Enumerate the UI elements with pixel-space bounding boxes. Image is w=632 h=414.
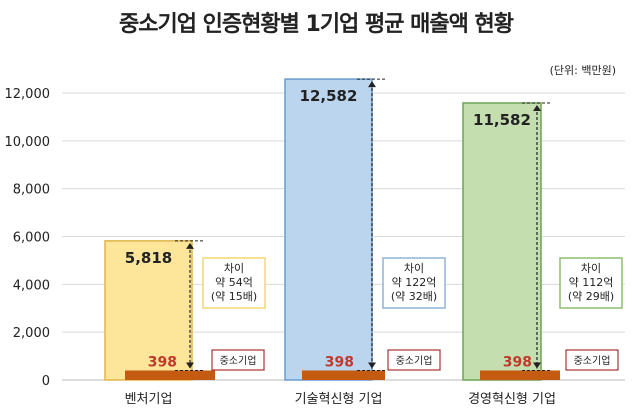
callout-text: (약 29배)	[568, 289, 614, 303]
callout-text: 차이	[224, 262, 244, 275]
y-tick-label: 10,000	[5, 135, 51, 150]
y-tick-label: 4,000	[13, 278, 50, 293]
chart-title: 중소기업 인증현황별 1기업 평균 매출액 현황	[119, 12, 514, 37]
unit-label: (단위: 백만원)	[549, 64, 616, 77]
callout-text: 약 122억	[392, 275, 437, 289]
bar-value-label: 5,818	[125, 249, 172, 267]
small-bar	[480, 370, 560, 380]
y-tick-label: 6,000	[13, 231, 50, 246]
callout-box	[559, 257, 623, 309]
small-bar	[302, 370, 385, 380]
tag-box	[565, 349, 619, 371]
callout-text: (약 15배)	[211, 289, 257, 303]
small-bar	[125, 370, 215, 380]
x-tick-label: 기술혁신형 기업	[295, 392, 383, 407]
callout-text: (약 32배)	[391, 289, 437, 303]
bar-value-label: 11,582	[473, 111, 531, 129]
callout-text: 약 54억	[215, 275, 253, 289]
callout-text: 차이	[581, 262, 601, 275]
callout-box	[202, 257, 266, 309]
tag-box	[387, 349, 441, 371]
tag-label: 중소기업	[396, 354, 433, 367]
y-tick-label: 8,000	[13, 183, 50, 198]
small-bar-label: 398	[148, 354, 177, 370]
tag-label: 중소기업	[220, 354, 257, 367]
tag-box	[211, 349, 265, 371]
callout-box	[382, 257, 446, 309]
y-tick-label: 12,000	[5, 87, 51, 102]
x-tick-label: 경영혁신형 기업	[468, 392, 556, 407]
callout-text: 약 112억	[569, 275, 614, 289]
bar	[104, 240, 193, 381]
y-tick-label: 2,000	[13, 326, 50, 341]
bar	[284, 78, 373, 381]
tag-label: 중소기업	[574, 354, 611, 367]
callout-text: 차이	[404, 262, 424, 275]
bar	[462, 102, 542, 381]
small-bar-label: 398	[503, 354, 532, 370]
y-tick-label: 0	[42, 374, 50, 389]
x-tick-label: 벤처기업	[125, 392, 173, 407]
small-bar-label: 398	[325, 354, 354, 370]
bar-value-label: 12,582	[300, 87, 358, 105]
